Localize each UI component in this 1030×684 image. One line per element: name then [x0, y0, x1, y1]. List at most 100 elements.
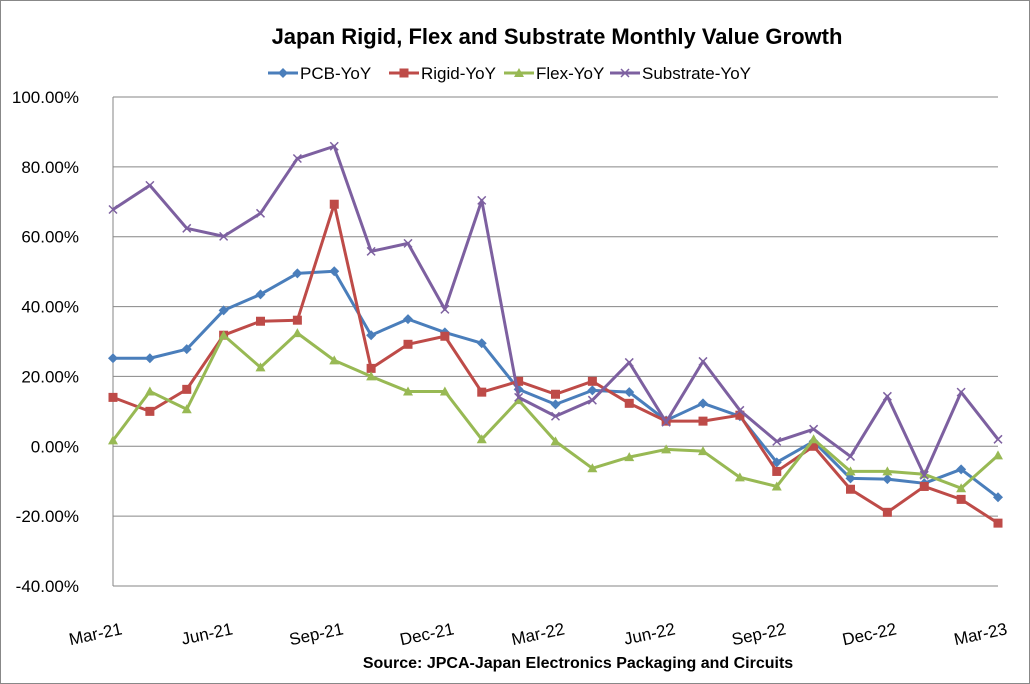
data-point	[329, 199, 339, 209]
legend-label: Rigid-YoY	[421, 64, 496, 83]
data-point	[882, 474, 893, 485]
data-point	[661, 417, 671, 427]
legend-item: Rigid-YoY	[389, 64, 496, 83]
data-point	[735, 410, 745, 420]
data-point	[181, 404, 192, 414]
data-point	[993, 492, 1003, 503]
data-point	[403, 238, 413, 248]
data-point	[278, 68, 288, 78]
data-point	[292, 268, 303, 279]
data-point	[698, 446, 708, 456]
y-tick-label: 0.00%	[31, 437, 79, 456]
data-point	[514, 68, 524, 77]
data-point	[366, 330, 377, 341]
data-point	[255, 208, 266, 218]
data-point	[108, 353, 118, 364]
y-tick-label: 80.00%	[21, 158, 79, 177]
data-point	[661, 444, 672, 454]
data-point	[403, 314, 413, 325]
data-point	[993, 450, 1003, 460]
legend-label: Substrate-YoY	[642, 64, 751, 83]
data-point	[809, 441, 819, 451]
x-tick-label: Dec-22	[841, 619, 899, 649]
y-tick-label: 60.00%	[21, 228, 79, 247]
data-point	[366, 246, 376, 256]
data-point	[956, 387, 966, 397]
x-tick-label: Jun-21	[180, 619, 235, 648]
data-point	[620, 68, 630, 78]
data-point	[292, 328, 303, 338]
data-point	[550, 436, 561, 446]
series-flex-yoy	[108, 328, 1003, 493]
data-point	[624, 357, 634, 367]
series-substrate-yoy	[108, 141, 1003, 480]
data-point	[514, 392, 524, 402]
data-point	[845, 466, 856, 476]
y-tick-label: -40.00%	[16, 577, 79, 596]
data-point	[845, 473, 856, 484]
data-point	[403, 339, 413, 349]
data-point	[181, 344, 192, 355]
data-point	[550, 411, 561, 421]
series-line	[112, 144, 1000, 477]
data-point	[403, 386, 413, 396]
data-point	[145, 180, 155, 190]
data-point	[882, 391, 892, 401]
data-point	[329, 355, 340, 365]
data-point	[771, 481, 782, 491]
data-point	[919, 481, 929, 491]
series-line	[112, 202, 999, 525]
x-tick-label: Jun-22	[622, 619, 677, 648]
data-point	[144, 353, 155, 364]
data-point	[772, 466, 782, 476]
data-point	[550, 399, 561, 410]
data-point	[292, 315, 302, 325]
data-point	[145, 406, 155, 416]
data-point	[182, 223, 192, 233]
series-pcb-yoy	[108, 266, 1003, 503]
data-point	[956, 464, 967, 475]
legend-item: Substrate-YoY	[610, 64, 751, 83]
data-point	[477, 195, 487, 205]
data-point	[329, 266, 340, 277]
data-point	[108, 435, 118, 445]
data-point	[329, 141, 339, 151]
data-point	[809, 424, 819, 434]
data-point	[399, 68, 409, 78]
data-point	[846, 484, 855, 494]
legend-label: Flex-YoY	[536, 64, 604, 83]
data-point	[292, 153, 302, 164]
data-point	[476, 434, 487, 444]
x-tick-label: Mar-22	[510, 619, 567, 649]
data-point	[255, 362, 266, 372]
data-point	[735, 405, 745, 415]
x-tick-label: Mar-23	[952, 619, 1009, 649]
data-point	[845, 451, 856, 461]
data-point	[513, 395, 524, 405]
data-point	[772, 436, 782, 446]
x-tick-label: Dec-21	[398, 619, 456, 649]
data-point	[919, 470, 929, 480]
x-tick-label: Mar-21	[67, 619, 124, 649]
data-point	[182, 384, 192, 394]
chart-title: Japan Rigid, Flex and Substrate Monthly …	[272, 24, 843, 49]
y-tick-label: 100.00%	[12, 88, 79, 107]
y-tick-label: 40.00%	[21, 298, 79, 317]
data-point	[624, 452, 635, 462]
data-point	[551, 389, 560, 399]
data-point	[366, 363, 376, 373]
data-point	[587, 395, 597, 405]
data-point	[440, 304, 450, 314]
data-point	[698, 416, 708, 426]
data-point	[108, 392, 118, 402]
legend-label: PCB-YoY	[300, 64, 371, 83]
data-point	[587, 385, 598, 396]
series-rigid-yoy	[108, 199, 1003, 528]
data-point	[882, 507, 892, 517]
data-point	[218, 305, 229, 316]
series-line	[111, 331, 999, 490]
data-point	[587, 376, 597, 386]
data-point	[440, 331, 450, 341]
data-point	[993, 434, 1003, 444]
data-point	[624, 398, 634, 408]
